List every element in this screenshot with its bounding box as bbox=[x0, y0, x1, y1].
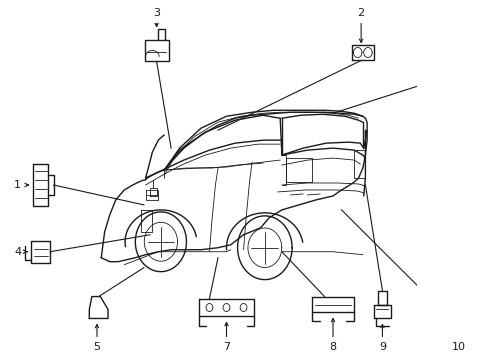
Text: 10: 10 bbox=[451, 342, 465, 352]
Text: 2: 2 bbox=[357, 8, 364, 18]
Text: 1: 1 bbox=[14, 180, 21, 190]
Text: 5: 5 bbox=[93, 342, 100, 352]
Text: 9: 9 bbox=[378, 342, 385, 352]
Text: 4: 4 bbox=[14, 247, 21, 257]
Text: 7: 7 bbox=[223, 342, 229, 352]
Text: 3: 3 bbox=[153, 8, 160, 18]
Text: 8: 8 bbox=[329, 342, 336, 352]
Text: 6: 6 bbox=[487, 8, 488, 18]
